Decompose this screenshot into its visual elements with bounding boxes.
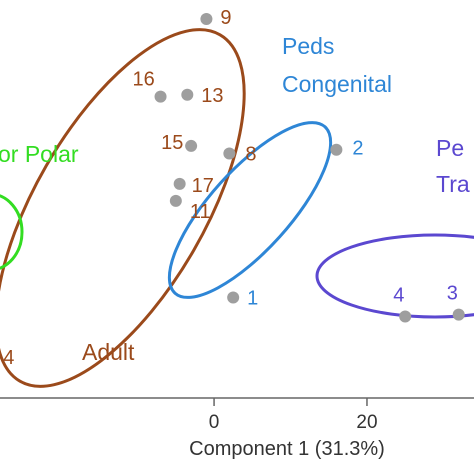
data-point-13: [181, 88, 194, 101]
data-point-9: [200, 12, 213, 25]
adult-group-ellipse: [0, 28, 246, 388]
data-point-11: [169, 194, 182, 207]
point-label-16: 16: [133, 69, 155, 91]
peds-congenital-group-ellipse: [167, 121, 333, 299]
group-label-peds-tra: Tra: [436, 171, 470, 197]
x-tick-label: 20: [356, 412, 377, 433]
point-label-17: 17: [192, 175, 214, 197]
group-label-peds-congenital: Congenital: [282, 71, 392, 97]
point-label-4: 4: [3, 347, 14, 369]
group-label-or-polar: or Polar: [0, 141, 79, 167]
data-point-4: [399, 310, 412, 323]
point-label-8: 8: [245, 144, 256, 166]
peds-tra-group-ellipse: [315, 233, 474, 319]
data-point-15: [185, 139, 198, 152]
data-point-2: [330, 143, 343, 156]
point-label-11: 11: [190, 201, 211, 223]
x-axis-title: Component 1 (31.3%): [189, 438, 385, 460]
group-label-adult: Adult: [82, 339, 135, 365]
point-label-3: 3: [447, 283, 458, 305]
point-label-13: 13: [201, 85, 223, 107]
data-point-3: [452, 308, 465, 321]
data-point-8: [223, 147, 236, 160]
point-label-4: 4: [393, 285, 404, 307]
data-point-16: [154, 90, 167, 103]
polar-group-ellipse: [0, 194, 24, 270]
point-label-15: 15: [161, 132, 183, 154]
point-label-9: 9: [220, 7, 231, 29]
x-tick-label: 0: [209, 412, 220, 433]
data-point-17: [173, 177, 186, 190]
point-label-1: 1: [247, 288, 258, 310]
group-label-peds-congenital: Peds: [282, 33, 334, 59]
data-point-1: [227, 291, 240, 304]
group-label-peds-tra: Pe: [436, 135, 464, 161]
point-label-2: 2: [352, 138, 363, 160]
